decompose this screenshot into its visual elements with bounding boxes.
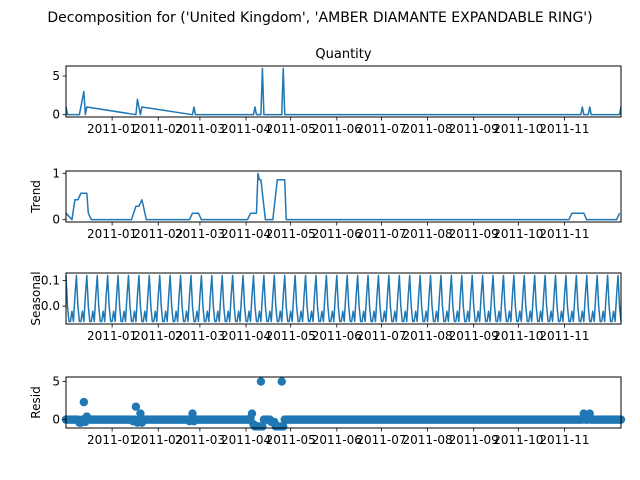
x-tick-label: 2011-05 xyxy=(266,122,316,136)
x-tick-label: 2011-02 xyxy=(133,329,183,343)
x-tick-label: 2011-11 xyxy=(539,433,589,447)
x-tick-label: 2011-04 xyxy=(221,433,271,447)
x-tick-label: 2011-03 xyxy=(175,227,225,241)
x-tick-label: 2011-03 xyxy=(175,122,225,136)
resid-point xyxy=(79,397,89,407)
y-axis-label: Seasonal xyxy=(29,271,43,325)
y-tick-label: 0 xyxy=(52,108,60,122)
x-tick-label: 2011-07 xyxy=(356,329,406,343)
x-tick-label: 2011-04 xyxy=(221,227,271,241)
figure-suptitle: Decomposition for ('United Kingdom', 'AM… xyxy=(47,10,592,26)
subplot-1: Quantity052011-012011-022011-032011-0420… xyxy=(52,47,622,136)
y-axis-label: Trend xyxy=(29,180,43,214)
series-line xyxy=(65,67,622,116)
series-line xyxy=(65,274,622,323)
x-tick-label: 2011-11 xyxy=(539,227,589,241)
x-tick-label: 2011-06 xyxy=(312,227,362,241)
x-tick-label: 2011-01 xyxy=(87,122,137,136)
resid-point xyxy=(277,377,286,386)
series-line xyxy=(65,172,621,221)
resid-point xyxy=(247,409,257,418)
x-tick-label: 2011-08 xyxy=(402,433,452,447)
resid-point xyxy=(256,377,266,386)
axes-frame xyxy=(65,65,622,118)
x-tick-label: 2011-07 xyxy=(356,433,406,447)
x-tick-label: 2011-02 xyxy=(133,227,183,241)
x-tick-label: 2011-06 xyxy=(312,433,362,447)
x-tick-label: 2011-03 xyxy=(175,329,225,343)
y-tick-label: 1 xyxy=(52,166,60,180)
x-tick-label: 2011-10 xyxy=(493,227,543,241)
x-tick-label: 2011-05 xyxy=(266,329,316,343)
axes-frame xyxy=(65,272,622,325)
axes-frame xyxy=(65,170,622,223)
x-tick-label: 2011-05 xyxy=(266,227,316,241)
y-tick-label: 0.1 xyxy=(41,274,60,288)
subplot-title: Quantity xyxy=(315,47,371,62)
x-tick-label: 2011-02 xyxy=(133,122,183,136)
x-tick-label: 2011-09 xyxy=(449,227,499,241)
x-tick-label: 2011-11 xyxy=(539,329,589,343)
subplot-4: 05Resid2011-012011-022011-032011-042011-… xyxy=(29,375,626,447)
x-tick-label: 2011-04 xyxy=(221,122,271,136)
x-tick-label: 2011-07 xyxy=(356,227,406,241)
x-tick-label: 2011-06 xyxy=(312,122,362,136)
x-tick-label: 2011-08 xyxy=(402,122,452,136)
resid-point xyxy=(279,422,288,431)
x-tick-label: 2011-01 xyxy=(87,433,137,447)
y-tick-label: 0 xyxy=(52,213,60,227)
x-tick-label: 2011-09 xyxy=(449,122,499,136)
y-tick-label: 5 xyxy=(52,375,60,389)
y-tick-label: 5 xyxy=(52,69,60,83)
x-tick-label: 2011-08 xyxy=(402,227,452,241)
x-tick-label: 2011-07 xyxy=(356,122,406,136)
x-tick-label: 2011-03 xyxy=(175,433,225,447)
x-tick-label: 2011-10 xyxy=(493,122,543,136)
x-tick-label: 2011-04 xyxy=(221,329,271,343)
x-tick-label: 2011-09 xyxy=(449,329,499,343)
x-tick-label: 2011-09 xyxy=(449,433,499,447)
x-tick-label: 2011-11 xyxy=(539,122,589,136)
y-axis-label: Resid xyxy=(29,386,43,418)
scatter-points xyxy=(61,377,626,431)
resid-point xyxy=(131,402,141,411)
subplot-3: 0.00.1Seasonal2011-012011-022011-032011-… xyxy=(29,271,622,343)
resid-point xyxy=(258,422,267,431)
x-tick-label: 2011-01 xyxy=(87,329,137,343)
x-tick-label: 2011-06 xyxy=(312,329,362,343)
x-tick-label: 2011-08 xyxy=(402,329,452,343)
x-tick-label: 2011-10 xyxy=(493,329,543,343)
y-tick-label: 0 xyxy=(52,413,60,427)
x-tick-label: 2011-01 xyxy=(87,227,137,241)
y-tick-label: 0.0 xyxy=(41,299,60,313)
x-tick-label: 2011-10 xyxy=(493,433,543,447)
x-tick-label: 2011-02 xyxy=(133,433,183,447)
axes-frame xyxy=(65,376,622,429)
x-tick-label: 2011-05 xyxy=(266,433,316,447)
subplot-panels: Quantity052011-012011-022011-032011-0420… xyxy=(29,47,626,447)
subplot-2: 01Trend2011-012011-022011-032011-042011-… xyxy=(29,166,622,241)
